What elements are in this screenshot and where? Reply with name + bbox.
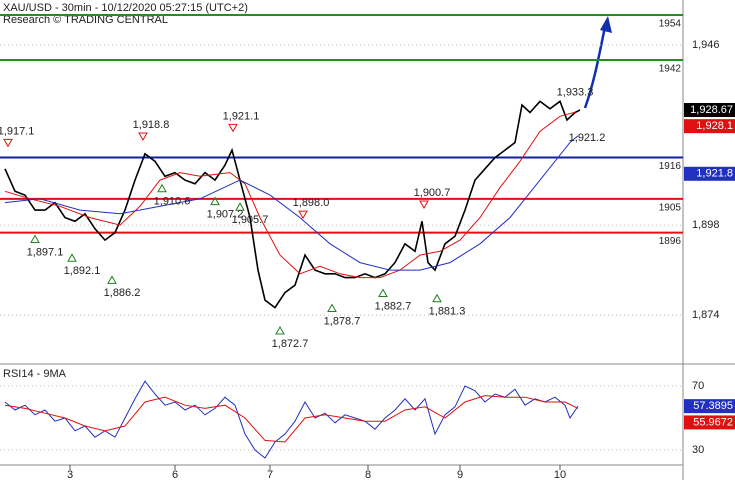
y-tick-label: 1,898	[692, 219, 720, 231]
low-marker	[67, 253, 77, 262]
level-label: 1942	[659, 64, 682, 75]
value-tag	[684, 415, 735, 430]
level-label: 1905	[659, 202, 682, 213]
low-marker	[235, 202, 245, 211]
low-marker	[157, 183, 167, 193]
x-tick-label: 3	[67, 469, 73, 480]
chart-title: XAU/USD - 30min - 10/12/2020 05:27:15 (U…	[3, 2, 248, 14]
chart-subtitle: Research © TRADING CENTRAL	[3, 14, 168, 26]
series-line	[4, 135, 579, 271]
series-line	[4, 395, 579, 443]
high-marker	[138, 132, 148, 142]
price-note: 1,933.3	[557, 87, 594, 99]
low-marker	[378, 288, 388, 297]
high-marker	[228, 123, 238, 133]
value-tag-label: 1,921.8	[696, 168, 733, 180]
low-label: 1,886.2	[104, 287, 141, 299]
x-tick-label: 10	[554, 469, 566, 480]
low-label: 1,892.1	[64, 265, 101, 277]
low-marker	[210, 196, 220, 206]
value-tag-label: 1,928.67	[690, 104, 733, 116]
value-tag	[684, 119, 735, 134]
low-label: 1,905.7	[232, 214, 269, 226]
arrow-head	[600, 16, 612, 33]
low-marker	[432, 293, 442, 303]
low-marker	[275, 325, 285, 335]
low-label: 1,878.7	[324, 315, 361, 327]
pane-title: RSI14 - 9MA	[3, 368, 67, 380]
y-tick-label: 30	[692, 444, 704, 456]
series-line	[4, 111, 576, 279]
value-tag	[684, 166, 735, 181]
low-marker	[327, 303, 337, 312]
x-tick-label: 6	[172, 469, 178, 480]
high-marker	[419, 200, 429, 209]
series-line	[4, 380, 579, 459]
value-tag	[684, 399, 735, 414]
level-label: 1954	[659, 19, 682, 30]
value-tag-label: 55.9672	[693, 416, 733, 428]
series-line	[4, 100, 581, 309]
x-tick-label: 7	[267, 469, 273, 480]
high-label: 1,918.8	[133, 119, 170, 131]
price-note: 1,921.2	[569, 132, 606, 144]
high-label: 1,900.7	[414, 187, 451, 199]
high-label: 1,898.0	[293, 197, 330, 209]
level-label: 1896	[659, 236, 682, 247]
value-tag-label: 57.3895	[693, 400, 733, 412]
x-tick-label: 9	[457, 469, 463, 480]
low-label: 1,907.2	[207, 208, 244, 220]
high-label: 1,921.1	[223, 110, 260, 122]
y-tick-label: 1,874	[692, 309, 720, 321]
level-label: 1916	[659, 161, 682, 172]
value-tag-label: 1,928.1	[696, 120, 733, 132]
high-label: 1,917.1	[0, 125, 34, 137]
low-label: 1,872.7	[272, 338, 309, 350]
y-tick-label: 70	[692, 380, 704, 392]
x-tick-label: 8	[365, 469, 371, 480]
high-marker	[298, 210, 308, 220]
low-label: 1,882.7	[375, 300, 412, 312]
y-tick-label: 1,946	[692, 39, 720, 51]
high-marker	[3, 138, 13, 148]
low-label: 1,881.3	[429, 306, 466, 318]
value-tag	[684, 103, 735, 118]
low-marker	[30, 234, 40, 243]
low-label: 1,910.6	[154, 196, 191, 208]
low-marker	[107, 275, 117, 284]
low-label: 1,897.1	[27, 246, 64, 258]
